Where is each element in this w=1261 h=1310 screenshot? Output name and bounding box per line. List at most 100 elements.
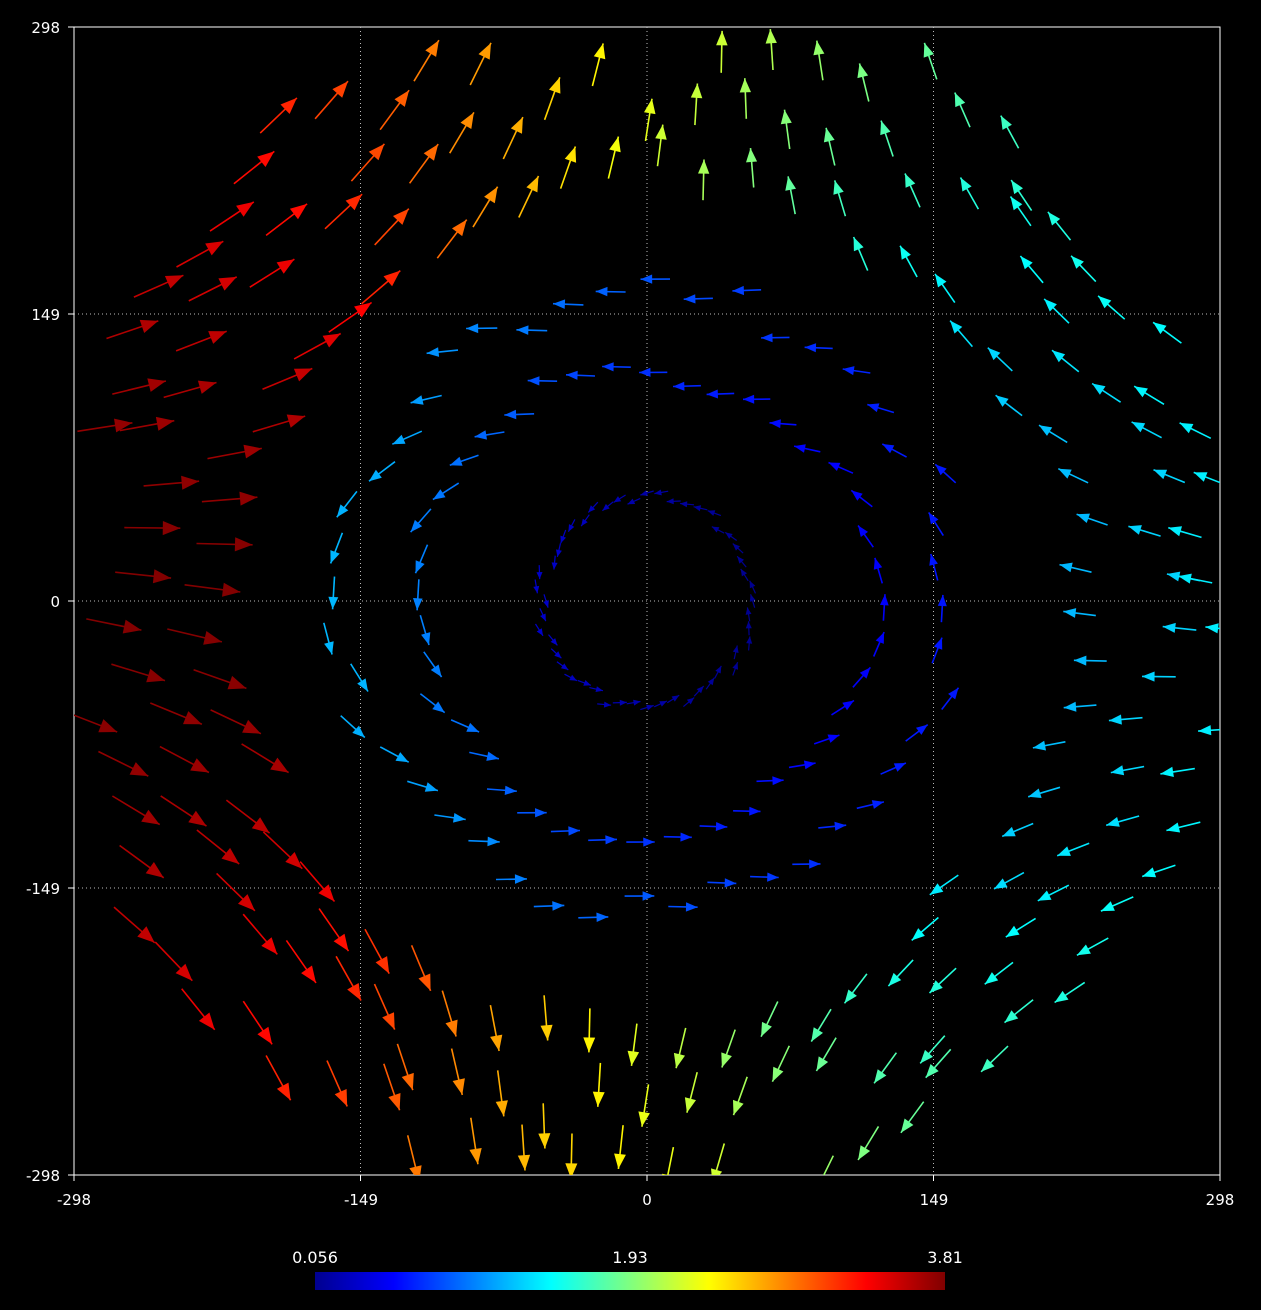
arrow-head [98, 719, 118, 733]
vector-arrow [413, 579, 423, 611]
vector-arrow [1162, 622, 1197, 633]
arrow-head [486, 751, 499, 761]
vector-arrow [112, 378, 167, 395]
arrow-head [495, 1100, 508, 1117]
arrow-head [336, 504, 349, 518]
x-tick-label: -149 [344, 1191, 378, 1209]
arrow-head [549, 77, 561, 94]
arrow-head [859, 667, 871, 679]
vector-arrow [640, 490, 654, 496]
arrow-head [761, 333, 773, 343]
arrow-head [614, 1153, 626, 1169]
arrow-head [858, 1145, 871, 1160]
arrow-head [715, 665, 722, 674]
vector-arrow [1063, 608, 1096, 618]
arrow-head [1011, 180, 1023, 195]
arrow-head [333, 933, 349, 952]
arrow-head [639, 367, 651, 377]
vector-arrow [929, 553, 939, 581]
arrow-head [328, 596, 339, 610]
vector-arrow [1179, 422, 1212, 440]
vector-arrow [469, 751, 500, 761]
arrow-head [452, 1078, 465, 1095]
vector-arrow [406, 1135, 422, 1175]
arrow-head [948, 687, 959, 700]
arrow-head [270, 757, 289, 773]
arrow-head [987, 347, 1001, 361]
vector-arrow [466, 323, 498, 334]
arrow-head [533, 585, 540, 594]
vector-arrow [154, 941, 193, 982]
y-tick-label: 0 [50, 593, 60, 611]
arrow-head [749, 594, 756, 602]
vector-arrow [693, 505, 708, 512]
vector-arrow [564, 673, 578, 682]
vector-arrow [828, 461, 854, 474]
vector-arrow [159, 745, 210, 774]
arrow-head [1032, 740, 1046, 751]
arrow-head [514, 874, 527, 884]
vector-arrow [591, 43, 606, 87]
vector-arrow [638, 1084, 650, 1127]
arrow-head [1052, 350, 1066, 363]
vector-arrow [329, 532, 344, 564]
arrow-head [1071, 255, 1084, 269]
vector-arrow [724, 531, 738, 541]
vector-arrow [414, 544, 429, 574]
vector-arrow [1073, 655, 1107, 666]
vector-arrow [241, 743, 290, 774]
vector-arrow [209, 201, 255, 232]
vector-arrow [1198, 725, 1220, 736]
vector-arrow [436, 219, 468, 259]
vector-arrow [534, 623, 544, 637]
vector-arrow [867, 403, 895, 414]
vector-arrow [350, 143, 385, 182]
vector-arrow [450, 719, 480, 733]
arrow-head [1153, 469, 1168, 480]
arrow-head [421, 632, 431, 645]
arrow-head [375, 956, 390, 974]
arrow-head [276, 1082, 291, 1101]
arrow-head [785, 176, 796, 191]
arrow-head [289, 203, 308, 220]
arrow-head [1010, 196, 1023, 211]
arrow-head [596, 912, 609, 922]
vector-arrow [410, 944, 432, 992]
vector-arrow [533, 579, 540, 594]
arrow-head [746, 636, 753, 644]
vector-arrow [583, 1008, 596, 1053]
vector-arrow [639, 367, 668, 377]
arrow-head [242, 719, 261, 734]
arrow-head [984, 972, 999, 985]
arrow-head [916, 724, 928, 735]
arrow-head [1063, 701, 1077, 712]
arrow-head [322, 333, 341, 348]
arrow-head [141, 809, 160, 825]
vector-arrow [474, 430, 505, 440]
vector-arrow [925, 1048, 952, 1079]
arrow-head [1073, 655, 1087, 666]
vector-arrow [1160, 766, 1195, 777]
arrow-head [1047, 211, 1061, 226]
arrow-head [935, 464, 947, 476]
arrow-head [324, 641, 334, 655]
vector-arrow [324, 193, 363, 230]
arrow-head [627, 1050, 640, 1066]
arrow-head [251, 817, 270, 834]
arrow-head [1059, 562, 1073, 573]
arrow-head [871, 800, 884, 809]
vector-arrow [489, 1004, 503, 1052]
arrow-head [1106, 817, 1120, 827]
vector-arrow [716, 30, 728, 73]
arrow-head [794, 444, 806, 453]
vector-arrow [666, 694, 680, 704]
arrow-head [583, 680, 591, 686]
arrow-head [352, 725, 365, 738]
arrow-head [1108, 714, 1122, 725]
arrow-head [732, 285, 744, 296]
vector-arrow [627, 1023, 640, 1067]
vector-arrow [684, 1072, 698, 1113]
arrow-head [721, 1052, 732, 1068]
arrow-head [920, 1049, 933, 1064]
